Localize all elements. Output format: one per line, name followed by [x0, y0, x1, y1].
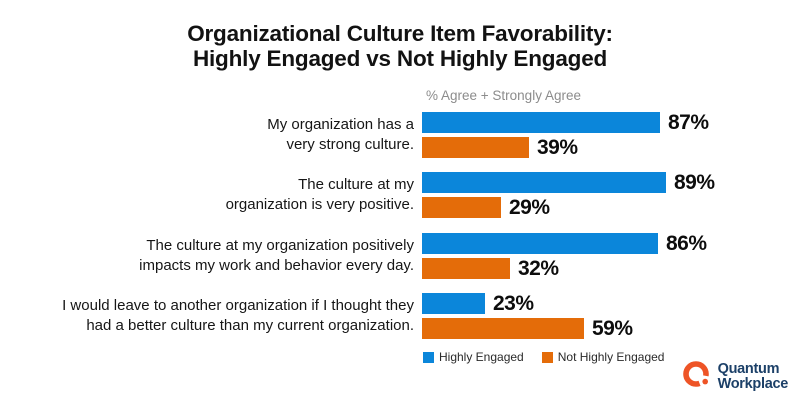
- legend-swatch-not-highly-engaged: [541, 351, 553, 363]
- legend: Highly Engaged Not Highly Engaged: [423, 350, 664, 364]
- category-label: I would leave to another organization if…: [62, 297, 414, 334]
- bar-line: 86%: [422, 231, 707, 255]
- bar-value-label: 32%: [518, 256, 559, 280]
- bar-value-label: 23%: [493, 291, 534, 315]
- category-label: The culture at my organization positivel…: [139, 237, 414, 274]
- bar-line: 23%: [422, 291, 534, 315]
- chart-title-line1: Organizational Culture Item Favorability…: [187, 21, 613, 46]
- bar-value-label: 89%: [674, 170, 715, 194]
- bar-line: 39%: [422, 135, 578, 159]
- bar-line: 89%: [422, 170, 715, 194]
- legend-label-highly-engaged: Highly Engaged: [439, 350, 524, 364]
- bar-line: 29%: [422, 195, 550, 219]
- bar-value-label: 59%: [592, 316, 633, 340]
- category-label: My organization has a very strong culture…: [267, 116, 414, 153]
- chart-title-line2: Highly Engaged vs Not Highly Engaged: [192, 45, 608, 71]
- logo-wordmark-line2: Workplace: [717, 375, 789, 392]
- chart-row: The culture at my organization positivel…: [0, 231, 800, 280]
- bar-value-label: 39%: [537, 135, 578, 159]
- quantum-workplace-logo: Quantum Workplace: [682, 357, 788, 396]
- bar-highly-engaged: [422, 112, 660, 133]
- chart-row: I would leave to another organization if…: [0, 291, 800, 340]
- bar-line: 87%: [422, 110, 709, 134]
- bar-not-highly-engaged: [422, 197, 501, 218]
- bar-not-highly-engaged: [422, 137, 529, 158]
- legend-item-highly-engaged: Highly Engaged: [423, 350, 524, 364]
- bar-value-label: 29%: [509, 195, 550, 219]
- bar-not-highly-engaged: [422, 318, 584, 339]
- chart-title: Organizational Culture Item Favorability…: [0, 21, 800, 72]
- category-label: The culture at my organization is very po…: [225, 176, 414, 213]
- chart-row: My organization has a very strong culture…: [0, 110, 800, 159]
- chart-row: The culture at my organization is very po…: [0, 170, 800, 219]
- bar-highly-engaged: [422, 293, 485, 314]
- logo-wordmark-line1: Quantum: [717, 360, 780, 377]
- bar-line: 59%: [422, 316, 633, 340]
- legend-item-not-highly-engaged: Not Highly Engaged: [541, 350, 665, 364]
- bar-not-highly-engaged: [422, 258, 510, 279]
- bar-value-label: 87%: [668, 110, 709, 134]
- legend-swatch-highly-engaged: [423, 351, 434, 363]
- bar-value-label: 86%: [666, 231, 707, 255]
- bar-line: 32%: [422, 256, 559, 280]
- logo-wordmark: Quantum Workplace: [717, 360, 789, 392]
- quantum-workplace-logo-icon: [682, 357, 714, 396]
- bar-highly-engaged: [422, 233, 658, 254]
- axis-note: % Agree + Strongly Agree: [426, 88, 581, 103]
- legend-label-not-highly-engaged: Not Highly Engaged: [557, 350, 665, 364]
- bar-highly-engaged: [422, 172, 666, 193]
